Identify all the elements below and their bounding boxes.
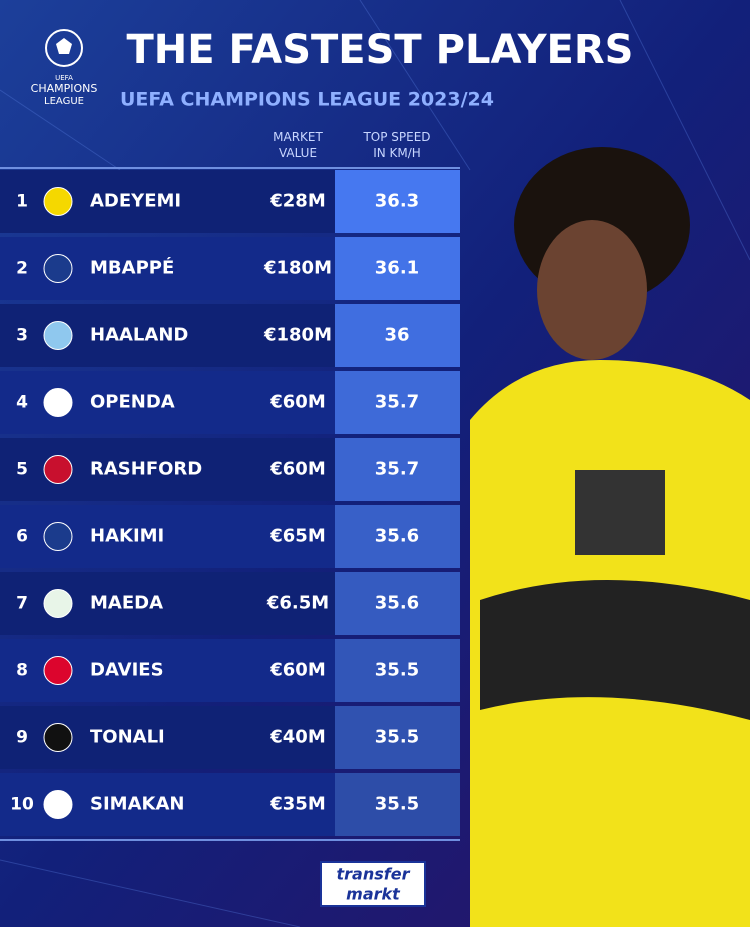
title: THE FASTEST PLAYERS <box>127 27 634 73</box>
rank: 10 <box>10 795 34 815</box>
rank: 8 <box>16 661 28 681</box>
club-badge <box>43 455 73 484</box>
market-value: €180M <box>263 258 332 279</box>
market-value: €60M <box>269 392 326 413</box>
speed-cell-bg <box>335 371 460 434</box>
rank: 7 <box>16 594 28 614</box>
market-value: €40M <box>269 727 326 748</box>
club-badge <box>43 254 73 283</box>
player-name: MBAPPÉ <box>90 257 174 279</box>
table-row: 9 TONALI €40M 35.5 <box>0 706 460 769</box>
table-row: 2 MBAPPÉ €180M 36.1 <box>0 237 460 300</box>
logo-text: UEFA <box>55 74 73 82</box>
top-speed: 35.7 <box>375 392 419 413</box>
table-row: 5 RASHFORD €60M 35.7 <box>0 438 460 501</box>
rank: 9 <box>16 728 28 748</box>
speed-cell-bg <box>335 170 460 233</box>
rank: 2 <box>16 259 28 279</box>
rank: 1 <box>16 192 28 212</box>
top-speed: 36 <box>384 325 409 346</box>
market-value: €65M <box>269 526 326 547</box>
top-speed: 35.5 <box>375 794 419 815</box>
table-row: 10 SIMAKAN €35M 35.5 <box>0 773 460 836</box>
speed-cell-bg <box>335 237 460 300</box>
player-name: ADEYEMI <box>90 191 181 212</box>
column-header: MARKET VALUE <box>273 130 323 160</box>
rank: 3 <box>16 326 28 346</box>
rank: 4 <box>16 393 28 413</box>
top-speed: 35.7 <box>375 459 419 480</box>
club-badge <box>43 656 73 685</box>
top-speed: 35.6 <box>375 526 419 547</box>
player-name: RASHFORD <box>90 459 202 480</box>
club-badge <box>43 321 73 350</box>
table-row: 6 HAKIMI €65M 35.6 <box>0 505 460 568</box>
speed-cell-bg <box>335 639 460 702</box>
player-name: SIMAKAN <box>90 794 184 815</box>
player-name: TONALI <box>90 727 165 748</box>
club-badge <box>43 187 73 216</box>
logo-text: markt <box>346 885 401 904</box>
player-name: HAKIMI <box>90 526 164 547</box>
table-row: 1 ADEYEMI €28M 36.3 <box>0 170 460 233</box>
player-name: MAEDA <box>90 593 163 614</box>
club-badge <box>43 589 73 618</box>
player-photo <box>470 147 750 927</box>
rank: 6 <box>16 527 28 547</box>
market-value: €35M <box>269 794 326 815</box>
top-speed: 35.5 <box>375 660 419 681</box>
speed-cell-bg <box>335 438 460 501</box>
market-value: €60M <box>269 660 326 681</box>
subtitle: UEFA CHAMPIONS LEAGUE 2023/24 <box>120 89 494 111</box>
transfermarkt-logo: transfer markt <box>320 861 426 907</box>
club-badge <box>43 522 73 551</box>
speed-cell-bg <box>335 505 460 568</box>
ucl-logo: UEFA CHAMPIONS LEAGUE <box>31 29 98 107</box>
table-row: 3 HAALAND €180M 36 <box>0 304 460 367</box>
column-header: TOP SPEED IN KM/H <box>362 130 430 160</box>
speed-cell-bg <box>335 706 460 769</box>
logo-text: CHAMPIONS <box>31 82 98 95</box>
table-row: 8 DAVIES €60M 35.5 <box>0 639 460 702</box>
rank: 5 <box>16 460 28 480</box>
table: MARKET VALUE TOP SPEED IN KM/H 1 ADEYEMI €28M 3… <box>0 130 460 841</box>
top-speed: 35.5 <box>375 727 419 748</box>
speed-cell-bg <box>335 304 460 367</box>
logo-text: LEAGUE <box>44 96 84 107</box>
top-speed: 36.3 <box>375 191 419 212</box>
club-badge <box>43 723 73 752</box>
top-speed: 35.6 <box>375 593 419 614</box>
market-value: €28M <box>269 191 326 212</box>
speed-cell-bg <box>335 572 460 635</box>
logo-text: transfer <box>337 865 411 884</box>
club-badge <box>43 790 73 819</box>
player-name: DAVIES <box>90 660 164 681</box>
table-row: 7 MAEDA €6.5M 35.6 <box>0 572 460 635</box>
market-value: €60M <box>269 459 326 480</box>
player-name: OPENDA <box>90 392 175 413</box>
top-speed: 36.1 <box>375 258 419 279</box>
club-badge <box>43 388 73 417</box>
player-name: HAALAND <box>90 325 188 346</box>
market-value: €180M <box>263 325 332 346</box>
market-value: €6.5M <box>266 593 329 614</box>
speed-cell-bg <box>335 773 460 836</box>
table-row: 4 OPENDA €60M 35.7 <box>0 371 460 434</box>
